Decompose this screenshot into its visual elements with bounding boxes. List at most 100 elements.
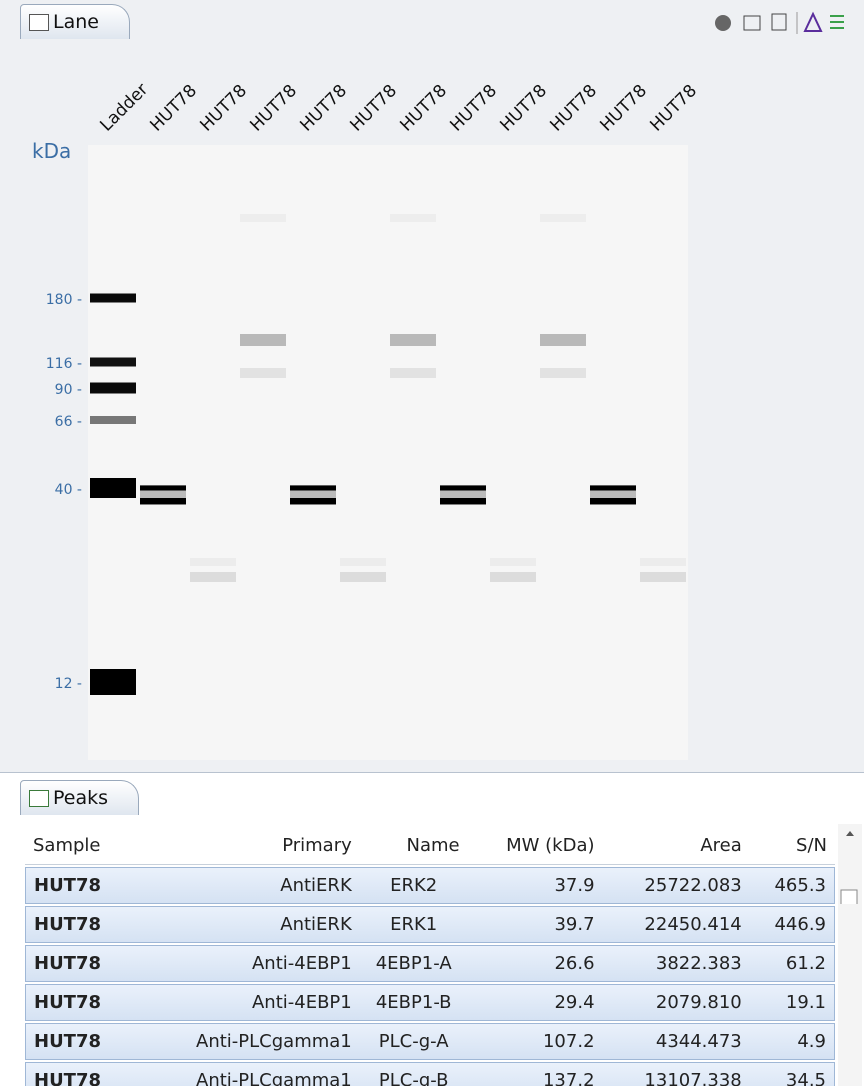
band — [90, 669, 136, 695]
table-cell: HUT78 — [25, 984, 132, 1021]
band — [540, 214, 586, 222]
lane-label: HUT78 — [196, 81, 251, 136]
table-cell: 19.1 — [750, 984, 835, 1021]
tool-icon[interactable] — [805, 14, 821, 31]
table-cell: 465.3 — [750, 867, 835, 904]
table-cell: Anti-PLCgamma1 — [132, 1062, 360, 1086]
table-cell: 107.2 — [468, 1023, 603, 1060]
table-cell: 61.2 — [750, 945, 835, 982]
band — [640, 572, 686, 582]
band — [90, 358, 136, 367]
band — [590, 498, 636, 504]
table-cell: 39.7 — [468, 906, 603, 943]
lane-label: HUT78 — [446, 81, 501, 136]
band — [590, 486, 636, 491]
marker-label: 40 - — [55, 482, 82, 498]
band — [140, 486, 186, 491]
band — [440, 498, 486, 504]
band — [190, 558, 236, 566]
table-cell: ERK2 — [360, 867, 468, 904]
unit-label: kDa — [32, 139, 71, 163]
table-cell: HUT78 — [25, 1023, 132, 1060]
band — [490, 572, 536, 582]
table-cell: 137.2 — [468, 1062, 603, 1086]
table-cell: 25722.083 — [603, 867, 750, 904]
lane-label: HUT78 — [296, 81, 351, 136]
column-header: Sample — [25, 826, 132, 865]
column-header: Primary — [132, 826, 360, 865]
table-cell: PLC-g-B — [360, 1062, 468, 1086]
marker-label: 66 - — [55, 414, 82, 430]
marker-label: 90 - — [55, 382, 82, 398]
marker-label: 180 - — [46, 292, 82, 308]
peaks-tab[interactable]: Peaks — [20, 780, 139, 815]
lane-label: HUT78 — [146, 81, 201, 136]
tool-icon[interactable] — [772, 14, 786, 30]
band — [290, 486, 336, 491]
table-cell: 37.9 — [468, 867, 603, 904]
band — [540, 368, 586, 378]
lane-label: HUT78 — [246, 81, 301, 136]
lane-label: HUT78 — [646, 81, 701, 136]
table-cell: 2079.810 — [603, 984, 750, 1021]
lane-label: HUT78 — [496, 81, 551, 136]
table-cell: HUT78 — [25, 906, 132, 943]
column-header: Area — [603, 826, 750, 865]
table-cell: 3822.383 — [603, 945, 750, 982]
tab-label: Peaks — [53, 787, 108, 809]
table-cell: HUT78 — [25, 945, 132, 982]
band — [140, 498, 186, 504]
tool-icon[interactable] — [715, 15, 731, 31]
table-cell: 13107.338 — [603, 1062, 750, 1086]
table-cell: 26.6 — [468, 945, 603, 982]
app-window: Lane kDa LadderHUT78HUT78HUT78HUT78HUT78… — [0, 0, 864, 1086]
table-cell: 22450.414 — [603, 906, 750, 943]
gel-area — [88, 145, 688, 760]
lane-label: HUT78 — [596, 81, 651, 136]
table-cell: PLC-g-A — [360, 1023, 468, 1060]
table-cell: 4344.473 — [603, 1023, 750, 1060]
band — [290, 498, 336, 504]
column-header: Name — [360, 826, 468, 865]
band — [390, 214, 436, 222]
band — [390, 368, 436, 378]
gel-view: kDa LadderHUT78HUT78HUT78HUT78HUT78HUT78… — [0, 0, 864, 772]
band — [90, 416, 136, 424]
band — [540, 334, 586, 346]
table-cell: Anti-4EBP1 — [132, 984, 360, 1021]
tool-icon[interactable] — [744, 16, 760, 30]
table-cell: 4.9 — [750, 1023, 835, 1060]
band — [640, 558, 686, 566]
band — [340, 572, 386, 582]
band — [490, 558, 536, 566]
band — [340, 558, 386, 566]
lane-label: HUT78 — [346, 81, 401, 136]
table-cell: 4EBP1-B — [360, 984, 468, 1021]
table-cell: HUT78 — [25, 1062, 132, 1086]
table-cell: 29.4 — [468, 984, 603, 1021]
table-cell: ERK1 — [360, 906, 468, 943]
tab-icon — [29, 790, 49, 807]
table-cell: AntiERK — [132, 906, 360, 943]
table-cell: AntiERK — [132, 867, 360, 904]
band — [90, 383, 136, 394]
table-cell: 446.9 — [750, 906, 835, 943]
toolbar — [715, 12, 844, 34]
table-cell: Anti-PLCgamma1 — [132, 1023, 360, 1060]
tool-icon[interactable] — [830, 16, 844, 28]
lane-label: Ladder — [96, 80, 152, 136]
table-cell: Anti-4EBP1 — [132, 945, 360, 982]
scrollbar[interactable] — [838, 824, 862, 1086]
scroll-icons — [838, 824, 862, 904]
band — [90, 294, 136, 303]
band — [240, 368, 286, 378]
marker-label: 116 - — [46, 356, 82, 372]
band — [190, 572, 236, 582]
